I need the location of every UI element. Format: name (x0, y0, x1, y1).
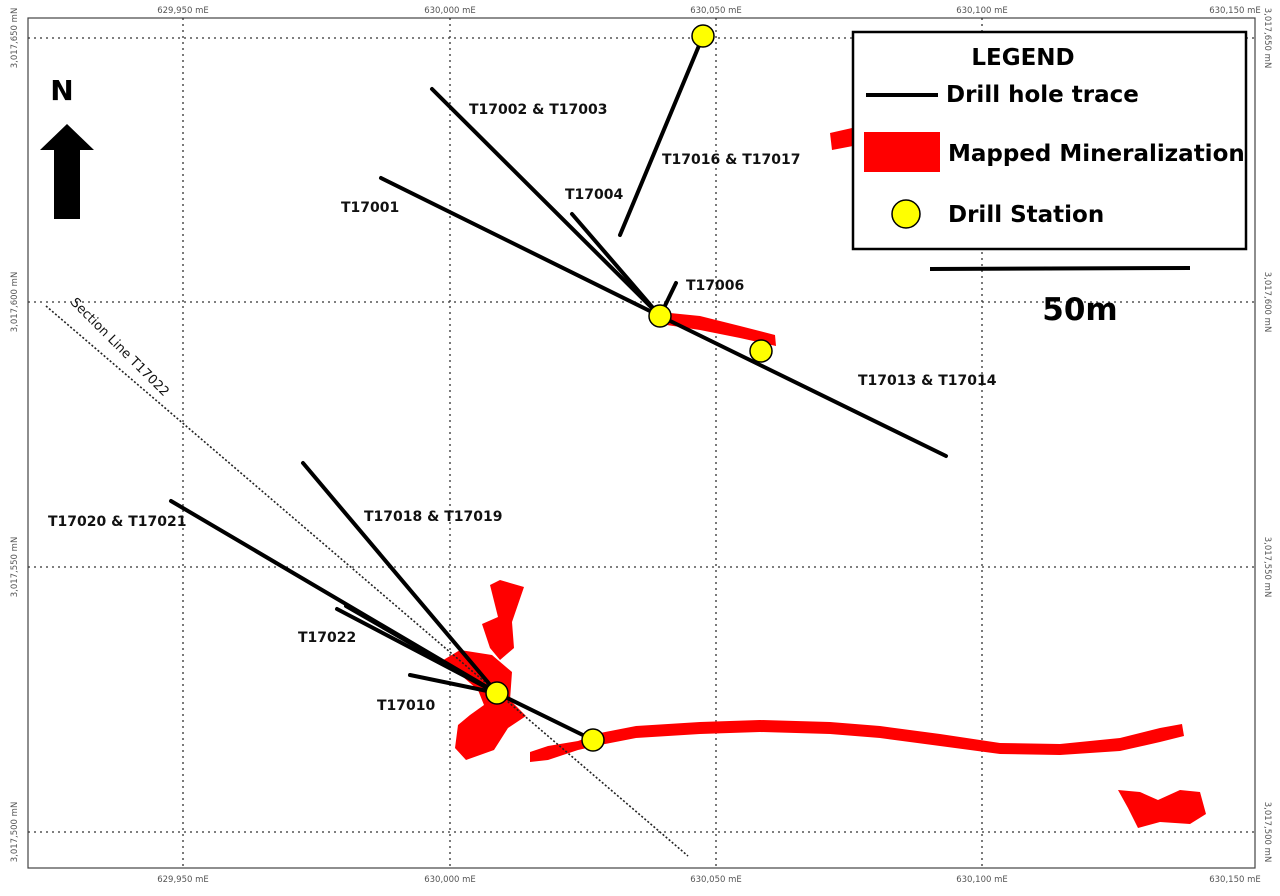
legend-item-label: Drill Station (948, 202, 1104, 228)
mineralization-zone (830, 128, 853, 150)
northing-label: 3,017,550 mN (1262, 537, 1272, 598)
drill-hole-label: T17004 (565, 187, 624, 203)
mineralization-zone (1118, 790, 1206, 828)
section-line (45, 305, 689, 857)
drill-trace-t17010 (408, 673, 499, 695)
easting-label: 630,100 mE (956, 6, 1008, 16)
drill-hole-label: T17002 & T17003 (469, 102, 607, 118)
mineralization-zone (660, 312, 776, 346)
drill-stations (485, 24, 773, 752)
drill-trace-t17013-t17014 (658, 314, 948, 458)
drill-trace-t17002-t17003 (430, 87, 662, 318)
drill-station-marker (749, 339, 773, 363)
drill-trace-t17022-parallel (344, 604, 499, 695)
northing-label: 3,017,650 mN (1262, 8, 1272, 69)
northing-label: 3,017,550 mN (10, 537, 20, 598)
drill-hole-traces (169, 34, 948, 742)
drill-trace-connector (495, 691, 595, 742)
scale-bar: 50m (929, 266, 1191, 328)
legend: LEGEND Drill hole trace Mapped Mineraliz… (851, 30, 1248, 251)
mineralization-zone (440, 650, 526, 760)
north-arrow: N (40, 74, 94, 219)
legend-area-symbol (864, 132, 940, 172)
mineralization-areas (440, 128, 1206, 828)
legend-item-label: Mapped Mineralization (948, 141, 1245, 167)
scale-bar-label: 50m (1042, 292, 1117, 328)
easting-label: 630,050 mE (690, 875, 742, 885)
legend-title: LEGEND (971, 45, 1074, 71)
drill-hole-label: T17013 & T17014 (858, 373, 997, 389)
northing-labels-left: 3,017,650 mN 3,017,600 mN 3,017,550 mN 3… (10, 8, 20, 863)
northing-label: 3,017,600 mN (1262, 272, 1272, 333)
drill-hole-label: T17022 (298, 630, 356, 646)
drill-hole-labels: T17002 & T17003 T17016 & T17017 T17004 T… (48, 102, 997, 714)
drill-trace-t17018-t17019 (301, 461, 499, 695)
easting-label: 629,950 mE (157, 875, 209, 885)
drill-hole-label: T17016 & T17017 (662, 152, 800, 168)
easting-label: 630,150 mE (1209, 875, 1261, 885)
drill-station-marker (691, 24, 715, 48)
northing-label: 3,017,500 mN (10, 802, 20, 863)
easting-label: 629,950 mE (157, 6, 209, 16)
drill-trace-t17016-t17017 (618, 34, 705, 237)
drill-hole-label: T17020 & T17021 (48, 514, 186, 530)
north-arrow-icon (40, 124, 94, 219)
northing-label: 3,017,500 mN (1262, 802, 1272, 863)
easting-label: 630,000 mE (424, 6, 476, 16)
northing-label: 3,017,650 mN (10, 8, 20, 69)
drill-trace-t17001 (379, 176, 662, 318)
drill-station-marker (485, 681, 509, 705)
drill-station-marker (581, 728, 605, 752)
legend-item-label: Drill hole trace (946, 82, 1139, 108)
mineralization-zone (530, 720, 1184, 762)
mineralization-zone (482, 580, 524, 660)
easting-label: 630,150 mE (1209, 6, 1261, 16)
easting-label: 630,100 mE (956, 875, 1008, 885)
easting-labels-bottom: 629,950 mE 630,000 mE 630,050 mE 630,100… (157, 875, 1261, 885)
northing-label: 3,017,600 mN (10, 272, 20, 333)
drill-hole-label: T17001 (341, 200, 399, 216)
easting-label: 630,000 mE (424, 875, 476, 885)
drill-hole-label: T17018 & T17019 (364, 509, 502, 525)
north-arrow-label: N (50, 74, 73, 107)
drill-hole-label: T17006 (686, 278, 744, 294)
drill-trace-t17004 (570, 212, 662, 318)
scale-bar-line (929, 266, 1191, 271)
northing-labels-right: 3,017,650 mN 3,017,600 mN 3,017,550 mN 3… (1262, 8, 1272, 863)
drill-hole-label: T17010 (377, 698, 436, 714)
easting-labels-top: 629,950 mE 630,000 mE 630,050 mE 630,100… (157, 6, 1261, 16)
easting-label: 630,050 mE (690, 6, 742, 16)
drill-station-marker (648, 304, 672, 328)
legend-circle-symbol (891, 199, 921, 229)
